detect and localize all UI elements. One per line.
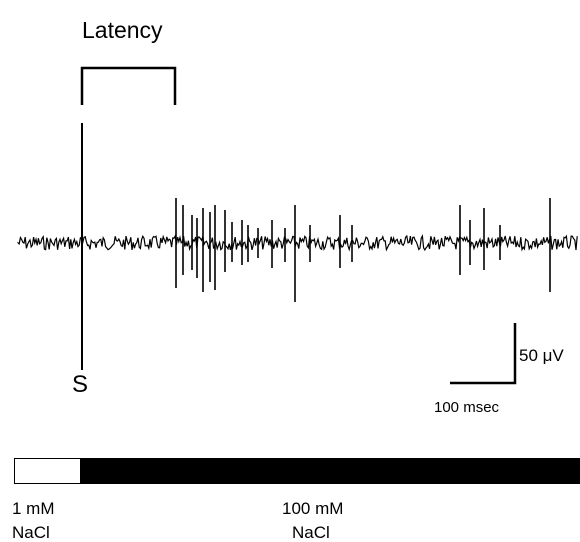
solution-2-name: NaCl (292, 523, 330, 542)
solution-1-concentration: 1 mM (12, 499, 55, 518)
trace (17, 198, 578, 302)
solution-bar-low (15, 459, 80, 483)
scale-time-label: 100 msec (434, 399, 500, 416)
scale-bar (450, 323, 517, 385)
stimulus-label: S (72, 371, 88, 398)
noise (17, 233, 578, 252)
scale-voltage-label: 50 μV (519, 346, 564, 365)
latency-bracket (80, 66, 177, 105)
solution-2-concentration: 100 mM (282, 499, 343, 518)
solution-1-name: NaCl (12, 523, 50, 542)
solution-bar (14, 458, 580, 484)
latency-label: Latency (82, 17, 163, 43)
